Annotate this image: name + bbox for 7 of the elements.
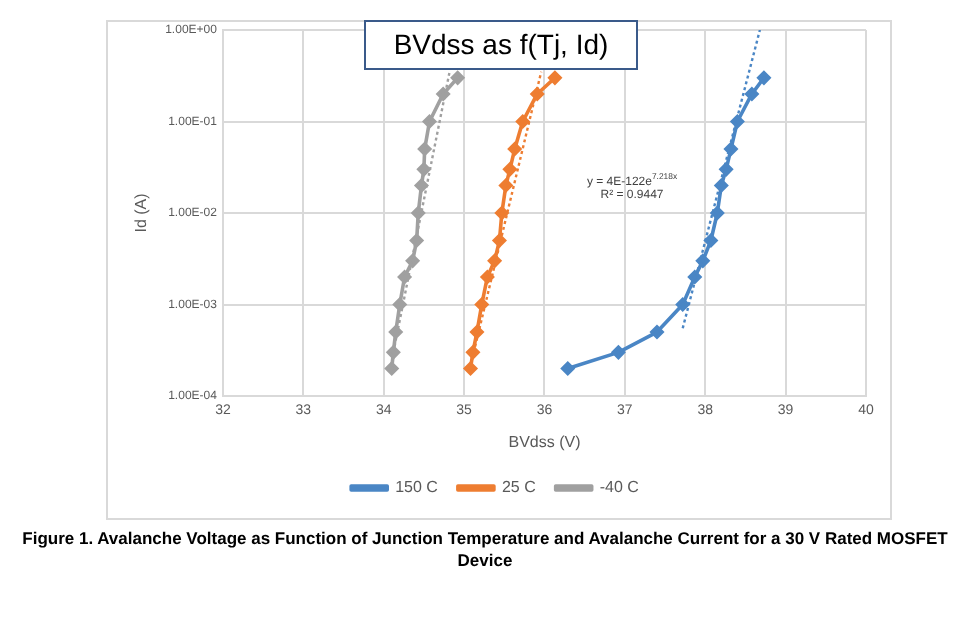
legend-label: -40 C: [599, 478, 640, 497]
legend-label: 25 C: [501, 478, 537, 497]
legend-label: 150 C: [395, 478, 439, 497]
y-axis-title: Id (A): [132, 192, 151, 233]
x-axis-title: BVdss (V): [508, 432, 582, 451]
chart-title: BVdss as f(Tj, Id): [364, 20, 638, 70]
caption: Figure 1. Avalanche Voltage as Function of Junction Temperature and Avalanche Current for a 30 V Rated MOSFET Device: [20, 528, 950, 572]
